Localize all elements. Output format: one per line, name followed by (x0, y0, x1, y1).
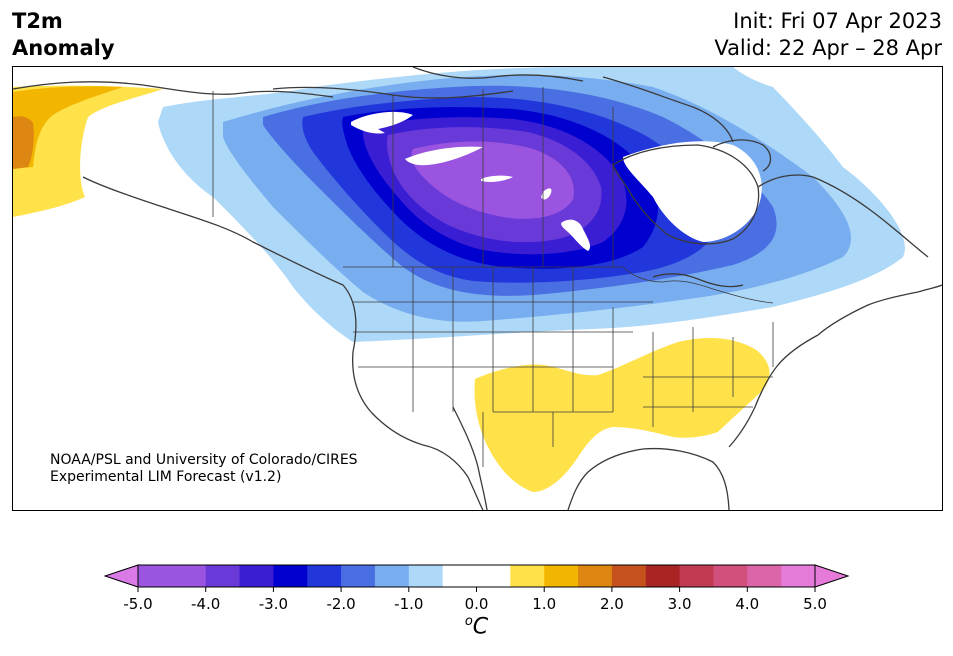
contour-alaska-yellow (13, 85, 163, 217)
colorbar-tick-label: 5.0 (803, 595, 827, 613)
colorbar-tick-label: -1.0 (394, 595, 423, 613)
colorbar-bin (408, 565, 444, 587)
colorbar-bin (476, 565, 511, 587)
contour-alaska-gold (13, 86, 123, 169)
credit-line-1: NOAA/PSL and University of Colorado/CIRE… (50, 452, 358, 468)
contour-alaska-orange (13, 116, 34, 169)
lake-athabasca (481, 175, 513, 182)
lake-great-bear (351, 111, 413, 134)
hudson-bay (623, 141, 762, 242)
colorbar-bin (578, 565, 613, 587)
greenland (733, 67, 942, 167)
colorbar-bin (679, 565, 714, 587)
colorbar-tick-label: 2.0 (600, 595, 624, 613)
colorbar-tick-label: -3.0 (259, 595, 288, 613)
lake-great-slave (405, 146, 483, 166)
colorbar-bin (138, 565, 173, 587)
colorbar-bin (205, 565, 241, 587)
anomaly-map: NOAA/PSL and University of Colorado/CIRE… (12, 66, 943, 511)
colorbar-bin (510, 565, 545, 587)
colorbar-tick-label: -4.0 (191, 595, 220, 613)
colorbar-over-extension (814, 564, 850, 588)
colorbar-bin (442, 565, 477, 587)
colorbar-bins (138, 565, 816, 587)
units-degree: o (464, 614, 473, 629)
valid-range: Valid: 22 Apr – 28 Apr (714, 36, 942, 60)
forecast-dates: Init: Fri 07 Apr 2023 Valid: 22 Apr – 28… (714, 8, 942, 62)
colorbar-bin (307, 565, 342, 587)
colorbar-bin (374, 565, 410, 587)
colorbar-bin (713, 565, 748, 587)
title-line-variable: T2m (12, 9, 63, 33)
colorbar-bin (747, 565, 782, 587)
contour-us-yellow (474, 337, 770, 492)
colorbar-tick-label: 0.0 (465, 595, 489, 613)
map-canvas: NOAA/PSL and University of Colorado/CIRE… (13, 67, 942, 510)
colorbar-bin (544, 565, 579, 587)
colorbar-ticks: -5.0 -4.0 -3.0 -2.0 -1.0 0.0 1.0 2.0 3.0 4.0 5.0 (123, 587, 827, 613)
units-celsius: C (472, 614, 489, 640)
coastlines (13, 67, 942, 510)
colorbar: -5.0 -4.0 -3.0 -2.0 -1.0 0.0 1.0 2.0 3.0 4.0 5.0 (103, 564, 850, 613)
colorbar-bin (273, 565, 308, 587)
colorbar-bin (645, 565, 681, 587)
colorbar-bin (611, 565, 647, 587)
colorbar-tick-label: -2.0 (326, 595, 355, 613)
colorbar-under-extension (103, 564, 139, 588)
colorbar-bin (239, 565, 274, 587)
colorbar-tick-label: -5.0 (123, 595, 152, 613)
credit-line-2: Experimental LIM Forecast (v1.2) (50, 469, 281, 485)
colorbar-bin (781, 565, 816, 587)
colorbar-tick-label: 3.0 (668, 595, 692, 613)
anomaly-contours (13, 67, 942, 510)
colorbar-bin (341, 565, 376, 587)
lake-winnipeg (561, 219, 591, 251)
colorbar-bin (171, 565, 207, 587)
colorbar-tick-label: 4.0 (735, 595, 759, 613)
colorbar-units: oC (0, 614, 953, 639)
gulf-of-mexico (568, 438, 718, 510)
title-line-anomaly: Anomaly (12, 36, 115, 60)
map-title: T2m Anomaly (12, 8, 115, 62)
political-boundaries (212, 87, 774, 467)
init-date: Init: Fri 07 Apr 2023 (733, 9, 942, 33)
lake-reindeer (541, 188, 552, 200)
colorbar-tick-label: 1.0 (532, 595, 556, 613)
